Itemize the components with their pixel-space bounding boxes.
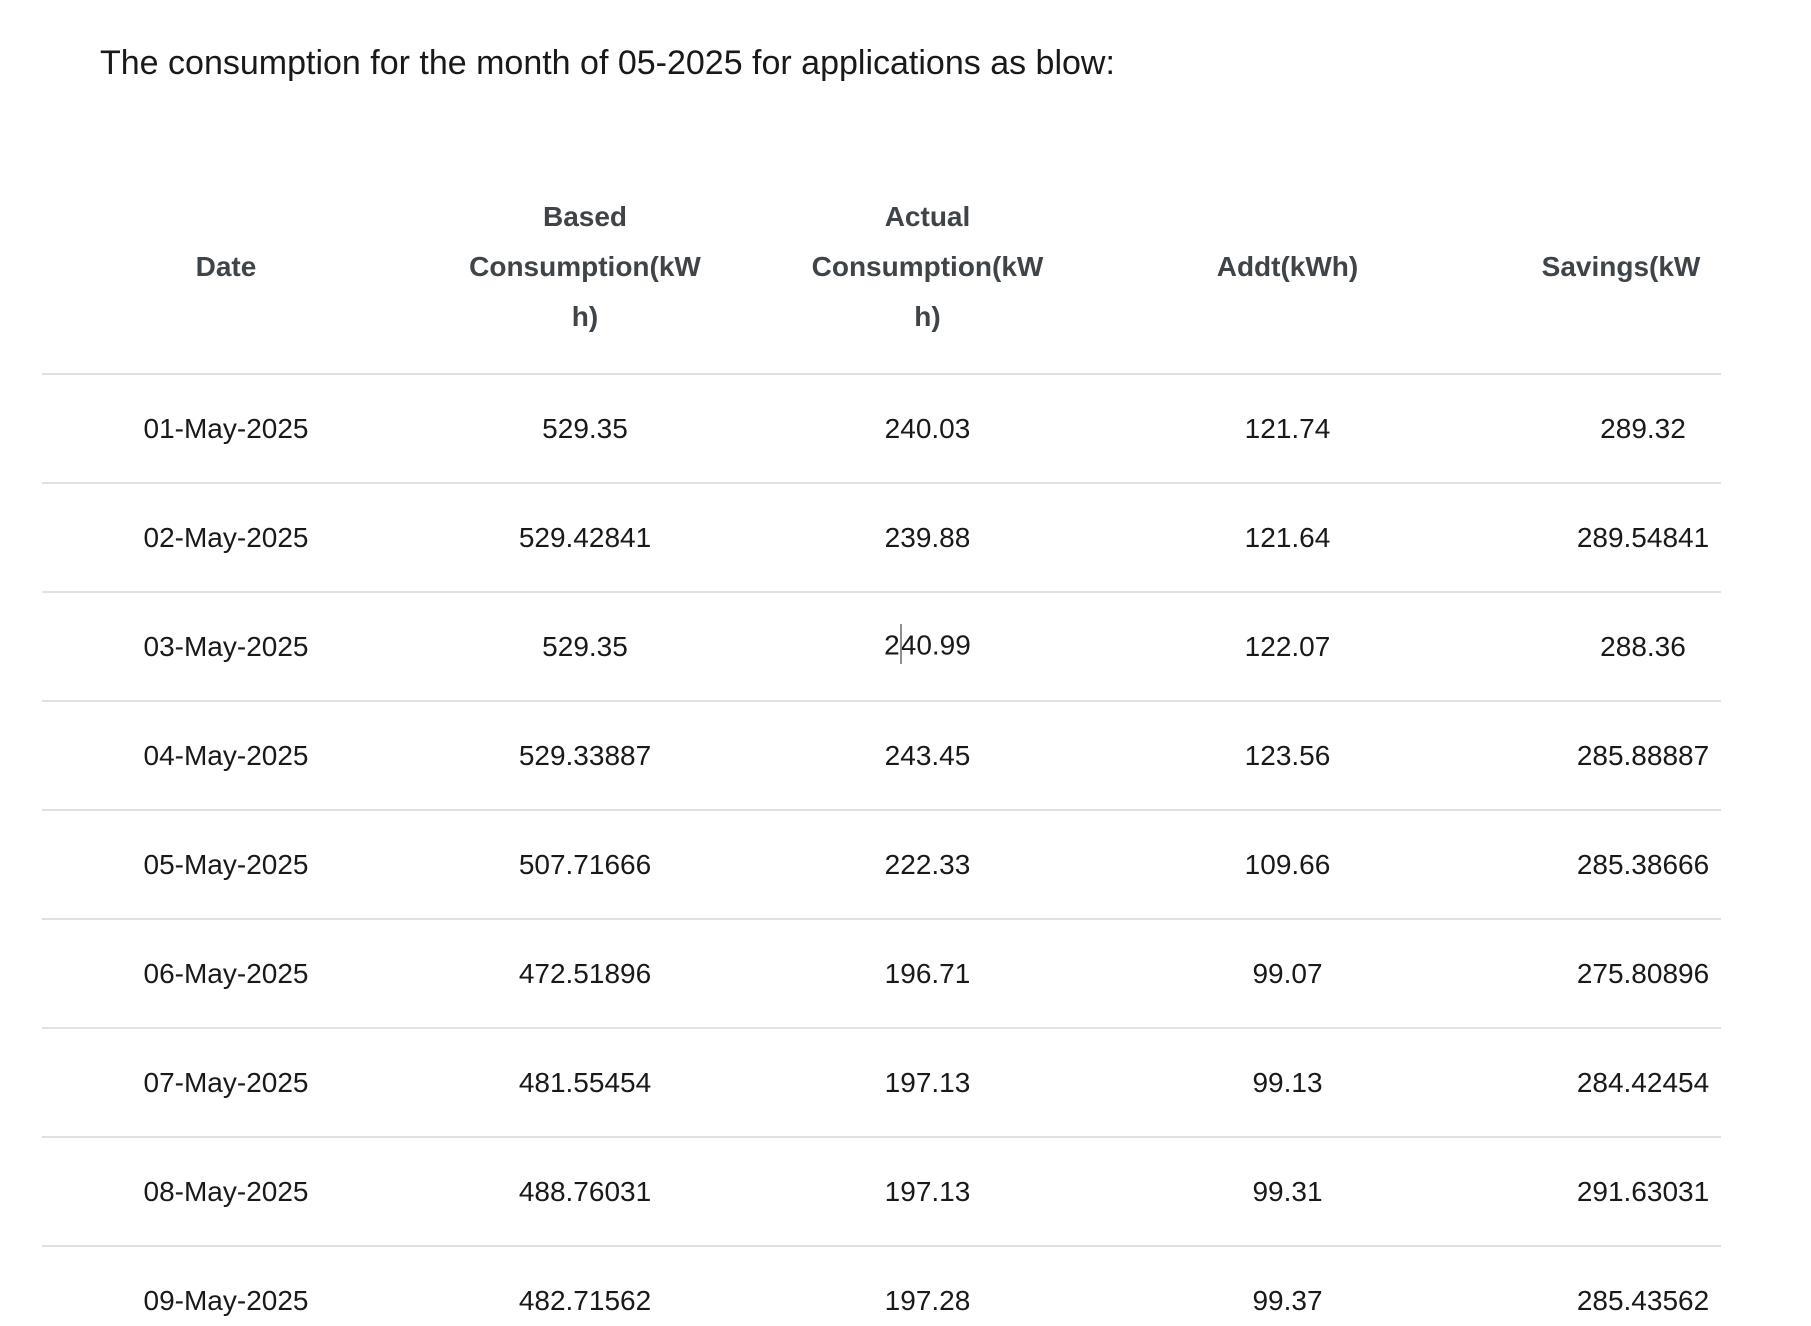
cell-based-consumption[interactable]: 488.76031 — [410, 1137, 760, 1247]
cell-date[interactable]: 02-May-2025 — [42, 483, 410, 593]
column-header-actual-consumption-line: Consumption(kW — [811, 251, 1044, 282]
column-header-based-consumption-line: Based — [542, 201, 628, 232]
table-row: 03-May-2025 529.35 240.99 122.07 288.36 — [42, 592, 1721, 702]
cell-actual-consumption[interactable]: 240.99 — [760, 592, 1095, 702]
cell-addt[interactable]: 121.64 — [1095, 483, 1480, 593]
cell-addt[interactable]: 123.56 — [1095, 701, 1480, 811]
table-row: 09-May-2025 482.71562 197.28 99.37 285.43562 — [42, 1246, 1721, 1326]
cell-addt[interactable]: 99.37 — [1095, 1246, 1480, 1326]
cell-based-consumption[interactable]: 529.42841 — [410, 483, 760, 593]
consumption-table-container: Date Based Consumption(kW h) Actual Consumpti… — [42, 143, 1721, 1326]
table-row: 05-May-2025 507.71666 222.33 109.66 285.3866… — [42, 810, 1721, 920]
cell-based-consumption[interactable]: 481.55454 — [410, 1028, 760, 1138]
column-header-savings: Savings(kW — [1480, 143, 1721, 375]
cell-savings[interactable]: 285.88887 — [1480, 701, 1721, 811]
column-header-actual-consumption-line: Actual — [884, 201, 971, 232]
cell-addt[interactable]: 122.07 — [1095, 592, 1480, 702]
column-header-based-consumption: Based Consumption(kW h) — [410, 143, 760, 375]
cell-actual-consumption[interactable]: 239.88 — [760, 483, 1095, 593]
column-header-actual-consumption-line: h) — [914, 301, 941, 332]
cell-savings[interactable]: 285.38666 — [1480, 810, 1721, 920]
column-header-addt: Addt(kWh) — [1095, 143, 1480, 375]
column-header-based-consumption-line: Consumption(kW — [469, 251, 701, 282]
consumption-report: The consumption for the month of 05-2025… — [0, 42, 1811, 1326]
page-title: The consumption for the month of 05-2025… — [100, 44, 1115, 82]
column-header-actual-consumption: Actual Consumption(kW h) — [760, 143, 1095, 375]
column-header-date-line: Date — [195, 251, 257, 282]
cell-actual-consumption[interactable]: 243.45 — [760, 701, 1095, 811]
text-caret — [899, 623, 902, 664]
cell-based-consumption[interactable]: 472.51896 — [410, 919, 760, 1029]
cell-date[interactable]: 07-May-2025 — [42, 1028, 410, 1138]
cell-actual-consumption[interactable]: 197.13 — [760, 1137, 1095, 1247]
cell-based-consumption[interactable]: 482.71562 — [410, 1246, 760, 1326]
cell-savings[interactable]: 289.54841 — [1480, 483, 1721, 593]
cell-savings[interactable]: 284.42454 — [1480, 1028, 1721, 1138]
cell-date[interactable]: 05-May-2025 — [42, 810, 410, 920]
cell-actual-consumption[interactable]: 240.03 — [760, 374, 1095, 484]
cell-date[interactable]: 06-May-2025 — [42, 919, 410, 1029]
cell-based-consumption[interactable]: 529.33887 — [410, 701, 760, 811]
cell-savings[interactable]: 288.36 — [1480, 592, 1721, 702]
cell-savings[interactable]: 289.32 — [1480, 374, 1721, 484]
cell-addt[interactable]: 99.07 — [1095, 919, 1480, 1029]
column-header-date: Date — [42, 143, 410, 375]
cell-text-before-caret: 2 — [884, 628, 900, 660]
header-row: Date Based Consumption(kW h) Actual Consumpti… — [42, 143, 1721, 375]
cell-actual-consumption[interactable]: 196.71 — [760, 919, 1095, 1029]
cell-based-consumption[interactable]: 529.35 — [410, 592, 760, 702]
column-header-based-consumption-line: h) — [571, 301, 599, 332]
cell-date[interactable]: 01-May-2025 — [42, 374, 410, 484]
column-header-addt-line: Addt(kWh) — [1216, 251, 1359, 282]
cell-actual-consumption[interactable]: 197.28 — [760, 1246, 1095, 1326]
cell-addt[interactable]: 109.66 — [1095, 810, 1480, 920]
cell-date[interactable]: 09-May-2025 — [42, 1246, 410, 1326]
table-body: 01-May-2025 529.35 240.03 121.74 289.32 02-Ma… — [42, 374, 1721, 1326]
table-row: 04-May-2025 529.33887 243.45 123.56 285.8888… — [42, 701, 1721, 811]
cell-date[interactable]: 08-May-2025 — [42, 1137, 410, 1247]
cell-addt[interactable]: 121.74 — [1095, 374, 1480, 484]
table-row: 08-May-2025 488.76031 197.13 99.31 291.63031 — [42, 1137, 1721, 1247]
cell-actual-consumption[interactable]: 197.13 — [760, 1028, 1095, 1138]
table-row: 07-May-2025 481.55454 197.13 99.13 284.42454 — [42, 1028, 1721, 1138]
cell-date[interactable]: 03-May-2025 — [42, 592, 410, 702]
consumption-table: Date Based Consumption(kW h) Actual Consumpti… — [42, 143, 1721, 1326]
cell-text-after-caret: 40.99 — [900, 628, 971, 660]
cell-based-consumption[interactable]: 507.71666 — [410, 810, 760, 920]
cell-actual-consumption[interactable]: 222.33 — [760, 810, 1095, 920]
table-row: 02-May-2025 529.42841 239.88 121.64 289.5484… — [42, 483, 1721, 593]
cell-based-consumption[interactable]: 529.35 — [410, 374, 760, 484]
cell-savings[interactable]: 275.80896 — [1480, 919, 1721, 1029]
table-header-row: Date Based Consumption(kW h) Actual Consumpti… — [42, 143, 1721, 375]
table-row: 01-May-2025 529.35 240.03 121.74 289.32 — [42, 374, 1721, 484]
column-header-savings-line: Savings(kW — [1541, 251, 1701, 282]
table-row: 06-May-2025 472.51896 196.71 99.07 275.80896 — [42, 919, 1721, 1029]
cell-savings[interactable]: 291.63031 — [1480, 1137, 1721, 1247]
cell-date[interactable]: 04-May-2025 — [42, 701, 410, 811]
cell-savings[interactable]: 285.43562 — [1480, 1246, 1721, 1326]
cell-addt[interactable]: 99.31 — [1095, 1137, 1480, 1247]
cell-addt[interactable]: 99.13 — [1095, 1028, 1480, 1138]
